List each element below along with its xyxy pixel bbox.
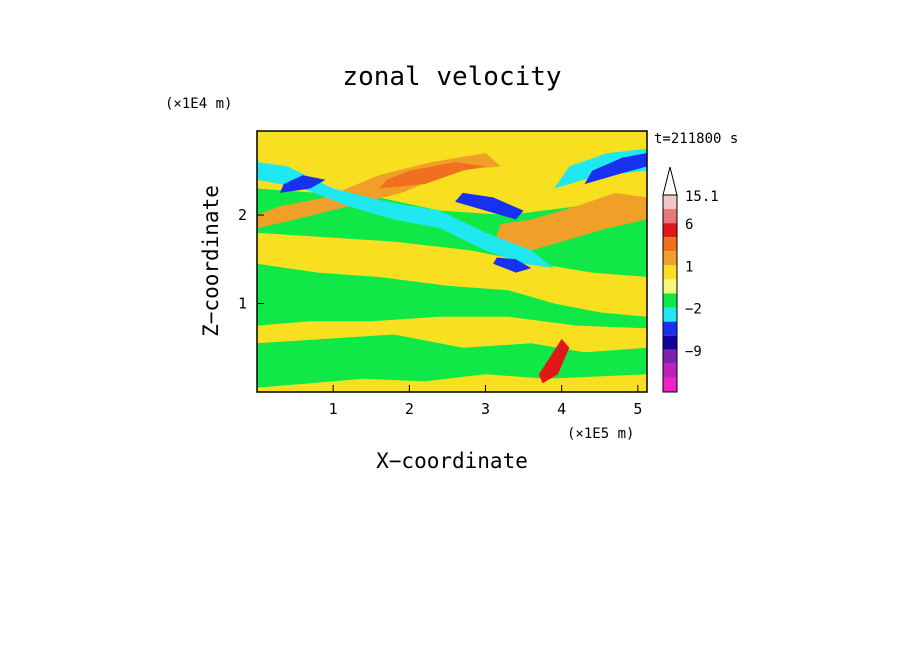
contour-band-10 xyxy=(455,192,524,220)
colorbar-level xyxy=(663,377,677,392)
colorbar-label: 6 xyxy=(685,217,693,233)
time-label: t=211800 s xyxy=(654,131,738,147)
y-tick-label: 1 xyxy=(238,295,247,313)
colorbar-label: −9 xyxy=(685,344,702,360)
x-tick-label: 2 xyxy=(405,400,414,418)
colorbar-level xyxy=(663,293,677,308)
contour-band-11 xyxy=(493,257,532,273)
plot-frame xyxy=(256,130,648,393)
plot-area xyxy=(256,130,648,393)
colorbar-frame xyxy=(662,194,678,393)
colorbar-level xyxy=(663,251,677,266)
x-axis: 1 2 3 4 5 xyxy=(329,385,642,418)
colorbar-level xyxy=(663,321,677,336)
colorbar-label: −2 xyxy=(685,302,702,318)
colorbar-max-arrow xyxy=(662,166,678,196)
colorbar-level xyxy=(663,209,677,224)
y-axis-label: Z−coordinate xyxy=(199,185,223,337)
contour-band-12 xyxy=(584,153,647,185)
chart-title: zonal velocity xyxy=(342,62,561,92)
colorbar-level xyxy=(663,307,677,322)
colorbar-label: 1 xyxy=(685,259,693,275)
colorbar-level xyxy=(663,195,677,210)
colorbar-level xyxy=(663,335,677,350)
contour-band-5 xyxy=(493,192,647,251)
colorbar-level xyxy=(663,265,677,280)
y-tick-label: 2 xyxy=(238,206,247,224)
colorbar-level xyxy=(663,223,677,238)
x-tick-label: 3 xyxy=(481,400,490,418)
colorbar-level xyxy=(663,279,677,294)
x-unit-label: (×1E5 m) xyxy=(567,426,634,442)
colorbar-label: 15.1 xyxy=(685,189,719,205)
colorbar-level xyxy=(663,349,677,364)
colorbar-level xyxy=(663,237,677,252)
x-axis-label: X−coordinate xyxy=(376,449,528,473)
contour-band-9 xyxy=(279,175,326,193)
x-tick-label: 5 xyxy=(633,400,642,418)
y-unit-label: (×1E4 m) xyxy=(165,96,232,112)
contour-band-13 xyxy=(538,338,570,384)
contour-band-6 xyxy=(378,162,486,189)
colorbar-level xyxy=(663,363,677,378)
x-tick-label: 1 xyxy=(329,400,338,418)
contour-band-1 xyxy=(257,232,647,317)
colorbar: 15.1 6 1 −2 −9 xyxy=(662,166,719,393)
contour-band-2 xyxy=(257,316,647,353)
x-tick-label: 4 xyxy=(557,400,566,418)
y-axis: 12 xyxy=(238,206,264,313)
contour-band-7 xyxy=(257,162,555,269)
